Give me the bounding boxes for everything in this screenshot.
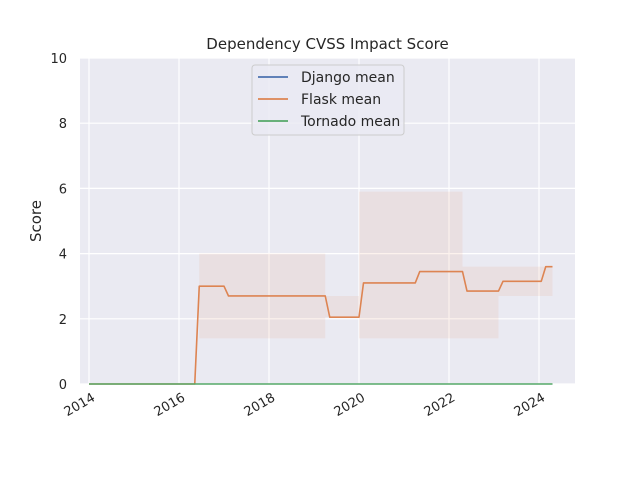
x-tick-label: 2022 (422, 390, 458, 420)
band-3 (462, 266, 499, 339)
chart-title: Dependency CVSS Impact Score (206, 35, 448, 53)
y-tick-label: 2 (59, 313, 67, 328)
y-axis-label: Score (27, 200, 45, 242)
y-tick-label: 0 (59, 378, 67, 393)
x-tick-label: 2024 (512, 390, 548, 420)
x-tick-label: 2016 (152, 390, 188, 420)
band-1 (325, 295, 359, 318)
y-ticks: 0 2 4 6 8 10 (50, 52, 67, 393)
y-tick-label: 4 (59, 248, 67, 263)
legend-label-0: Django mean (301, 70, 395, 86)
band-2 (359, 191, 463, 339)
x-tick-label: 2018 (242, 390, 278, 420)
y-tick-label: 6 (59, 182, 67, 197)
x-tick-label: 2014 (62, 390, 98, 420)
legend-label-1: Flask mean (301, 92, 381, 108)
x-tick-label: 2020 (332, 390, 368, 420)
series-lines (89, 265, 553, 385)
y-tick-label: 8 (59, 117, 67, 132)
legend-label-2: Tornado mean (300, 114, 400, 130)
series-line-1 (89, 265, 553, 385)
legend-box (251, 64, 405, 136)
x-ticks: 2014 2016 2018 2020 2022 2024 (62, 390, 548, 420)
y-tick-label: 10 (50, 52, 67, 67)
legend: Django mean Flask mean Tornado mean (251, 64, 405, 136)
